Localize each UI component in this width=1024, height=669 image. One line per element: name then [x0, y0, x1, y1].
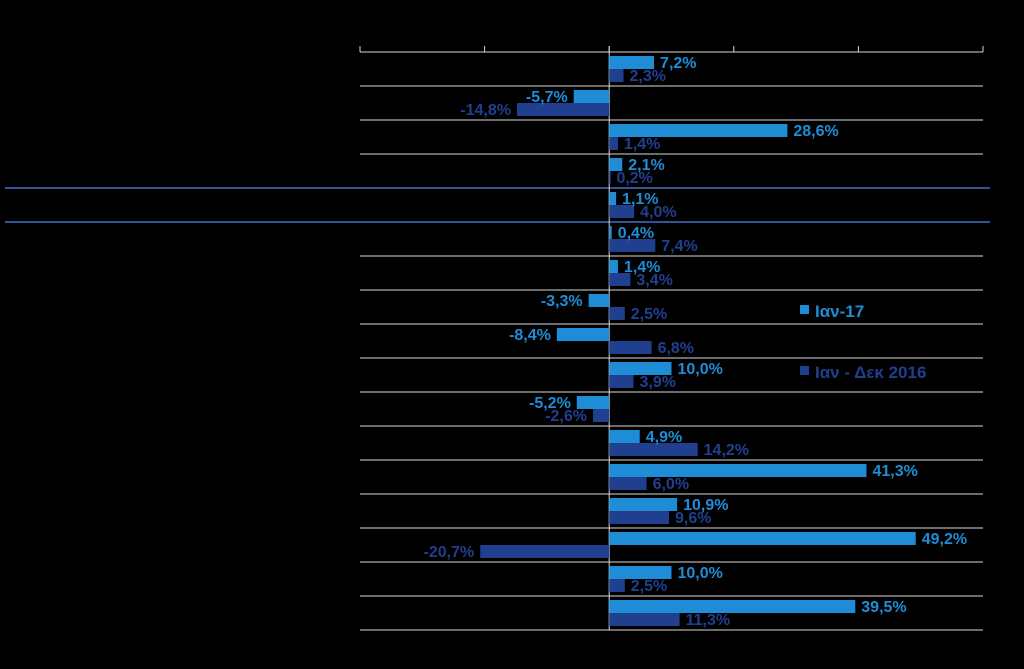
bar-series-1: [556, 328, 610, 341]
legend-swatch-series-2: [800, 366, 809, 375]
chart-legend: Ιαν-17 Ιαν - Δεκ 2016: [800, 302, 926, 382]
data-label-series-1: 0,4%: [618, 225, 654, 242]
bar-series-2: [609, 307, 625, 320]
bar-series-1: [609, 600, 856, 613]
bar-series-2: [480, 545, 610, 558]
legend-label-series-1: Ιαν-17: [815, 302, 864, 321]
data-label-series-1: 39,5%: [861, 599, 906, 616]
data-label-series-2: 9,6%: [675, 510, 711, 527]
bar-series-1: [609, 226, 612, 239]
bar-series-2: [609, 69, 624, 82]
legend-label-series-2: Ιαν - Δεκ 2016: [815, 363, 926, 382]
data-label-series-1: -3,3%: [541, 293, 583, 310]
data-label-series-2: 2,5%: [631, 578, 667, 595]
legend-swatch-series-1: [800, 305, 809, 314]
bar-series-1: [609, 430, 640, 443]
data-label-series-1: 2,1%: [628, 157, 664, 174]
bar-series-1: [609, 192, 617, 205]
data-label-series-1: 10,9%: [683, 497, 728, 514]
data-label-series-2: 6,8%: [658, 340, 694, 357]
bar-series-2: [609, 613, 680, 626]
data-label-series-2: -14,8%: [460, 102, 511, 119]
bar-series-2: [609, 137, 618, 150]
data-label-series-2: 2,3%: [630, 68, 666, 85]
bar-series-2: [609, 273, 631, 286]
bar-series-2: [609, 511, 670, 524]
data-label-series-2: 6,0%: [653, 476, 689, 493]
chart-grid: [5, 46, 990, 631]
bar-series-1: [609, 260, 618, 273]
bar-series-2: [609, 341, 652, 354]
data-label-series-1: -5,7%: [526, 89, 568, 106]
data-label-series-2: 4,0%: [640, 204, 676, 221]
bar-series-1: [609, 158, 623, 171]
data-label-series-1: 28,6%: [793, 123, 838, 140]
data-label-series-2: 7,4%: [661, 238, 697, 255]
data-label-series-1: 41,3%: [872, 463, 917, 480]
bar-series-2: [609, 239, 656, 252]
data-label-series-1: 10,0%: [678, 361, 723, 378]
bar-series-1: [609, 532, 916, 545]
bar-series-1: [588, 294, 610, 307]
bar-series-2: [609, 579, 625, 592]
bar-series-1: [609, 362, 672, 375]
data-label-series-1: 49,2%: [922, 531, 967, 548]
data-label-series-2: 3,9%: [639, 374, 675, 391]
bar-series-2: [593, 409, 610, 422]
bar-series-1: [609, 498, 678, 511]
data-label-series-2: 1,4%: [624, 136, 660, 153]
bar-series-1: [609, 566, 672, 579]
data-label-series-2: -20,7%: [424, 544, 475, 561]
data-label-series-1: -5,2%: [529, 395, 571, 412]
chart-bars: [480, 56, 916, 626]
bar-series-1: [573, 90, 610, 103]
bar-series-2: [609, 477, 647, 490]
data-label-series-1: 1,4%: [624, 259, 660, 276]
bar-series-2: [609, 375, 634, 388]
data-label-series-2: 0,2%: [616, 170, 652, 187]
data-label-series-2: 14,2%: [704, 442, 749, 459]
bar-series-1: [576, 396, 610, 409]
bar-series-1: [609, 56, 655, 69]
data-label-series-1: 1,1%: [622, 191, 658, 208]
bar-series-2: [609, 205, 635, 218]
bar-series-1: [609, 464, 867, 477]
bar-series-2: [609, 443, 698, 456]
data-label-series-1: -8,4%: [509, 327, 551, 344]
data-label-series-2: 11,3%: [686, 612, 730, 629]
data-label-series-2: 2,5%: [631, 306, 667, 323]
data-label-series-2: 3,4%: [636, 272, 672, 289]
data-label-series-2: -2,6%: [545, 408, 587, 425]
data-label-series-1: 7,2%: [660, 55, 696, 72]
data-label-series-1: 10,0%: [678, 565, 723, 582]
bar-series-2: [516, 103, 610, 116]
data-label-series-1: 4,9%: [646, 429, 682, 446]
chart-data-labels: 7,2%2,3% -5,7% -14,8% 28,6% 1,4% 2,1%0,2% 1,1%…: [424, 55, 968, 629]
bar-series-1: [609, 124, 788, 137]
bar-series-2: [609, 171, 611, 184]
